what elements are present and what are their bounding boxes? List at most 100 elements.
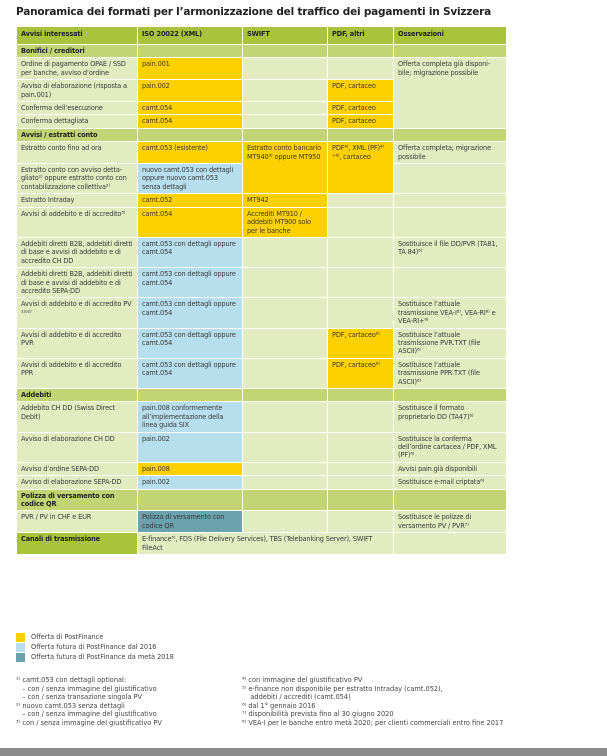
row-label: Conferma dettagliata <box>16 114 138 129</box>
table-cell <box>327 475 394 490</box>
table-cell <box>327 193 394 208</box>
table-cell <box>242 57 328 81</box>
table-row: Conferma dettagliata camt.054 PDF, cartace… <box>16 114 507 129</box>
column-header: Avvisi interessati <box>16 26 138 45</box>
table-cell <box>242 401 328 433</box>
table-row: Addebito CH DD (Swiss Direct Debit) pain.… <box>16 401 507 433</box>
section-row: Polizza di versamento con codice QR <box>16 488 507 512</box>
row-label: Avvisi di addebito e di accredito PPR <box>16 357 138 390</box>
table-cell: Sostituisce l’attuale trasmissione PPR.T… <box>393 357 507 390</box>
table-cell: camt.053 con dettagli oppure camt.054 <box>137 297 243 329</box>
table-row: Avviso di elaborazione CH DD pain.002 Sost… <box>16 431 507 463</box>
table-cell <box>242 461 328 477</box>
footnote: ⁴⁾ con immagine del giustificativo PV <box>242 676 363 684</box>
table-cell: Sostituisce il formato proprietario DD (… <box>393 401 507 433</box>
row-label: Canali di trasmissione <box>16 532 138 556</box>
footnote: ⁸⁾ VEA-I per le banche entro metà 2020; … <box>242 718 504 727</box>
legend-item: Offerta di PostFinance <box>16 632 174 642</box>
table-cell: Polizza di versamento con codice QR <box>137 510 243 534</box>
table-cell: PDF, cartaceo⁶⁾ <box>327 357 394 390</box>
channels-row: Canali di trasmissione E-finance⁵⁾, FDS (… <box>16 532 507 556</box>
footnote: ⁵⁾ e-finance non disponibile per estratt… <box>242 684 443 693</box>
row-label: Avviso di elaborazione CH DD <box>16 431 138 463</box>
table-cell: pain.001 <box>137 57 243 81</box>
formats-table: Avvisi interessati ISO 20022 (XML) SWIFT… <box>16 26 507 556</box>
table-row: Conferma dell’esecuzione camt.054 PDF, car… <box>16 101 507 116</box>
table-cell: pain.008 <box>137 461 243 477</box>
row-label: Estratto conto fino ad ora <box>16 141 138 165</box>
table-cell: camt.053 (esistente) <box>137 141 243 165</box>
table-cell: PDF, cartaceo <box>327 114 394 129</box>
table-cell: pain.008 conformemente all’implementazio… <box>137 401 243 433</box>
row-label: Conferma dell’esecuzione <box>16 101 138 116</box>
table-cell <box>327 488 394 512</box>
table-cell <box>327 57 394 81</box>
table-cell: Avvisi pain già disponibili <box>393 461 507 477</box>
footnote: ¹⁾ camt.053 con dettagli optional: <box>16 676 127 684</box>
column-header: PDF, altri <box>327 26 394 45</box>
legend: Offerta di PostFinance Offerta futura di … <box>16 632 174 662</box>
table-row: Avviso d’ordine SEPA-DD pain.008 Avvisi pa… <box>16 461 507 477</box>
table-row: Addebiti diretti B2B, addebiti diretti d… <box>16 267 507 299</box>
row-label: Avvisi di addebito e di accredito³⁾ <box>16 206 138 238</box>
table-cell: camt.052 <box>137 193 243 208</box>
table-cell <box>242 327 328 359</box>
legend-item: Offerta futura di PostFinance da metà 20… <box>16 652 174 662</box>
table-cell <box>327 461 394 477</box>
legend-label: Offerta di PostFinance <box>31 633 104 641</box>
table-row: Estratto conto con avviso detta-gliato¹⁾… <box>16 163 507 195</box>
table-cell: camt.053 con dettagli oppure camt.054 <box>137 357 243 390</box>
row-label: Avvisi di addebito e di accredito PV ¹⁾ᵒ… <box>16 297 138 329</box>
table-cell: Sostituisce le polizze di versamento PV … <box>393 510 507 534</box>
row-label: Addebiti diretti B2B, addebiti diretti d… <box>16 236 138 269</box>
table-cell <box>393 193 507 208</box>
footnote: ⁶⁾ dal 1° gennaio 2016 <box>242 701 316 710</box>
table-cell <box>393 206 507 238</box>
row-label: Bonifici / creditori <box>16 43 138 59</box>
table-cell <box>327 431 394 463</box>
table-row: Estratto Intraday camt.052 MT942 <box>16 193 507 208</box>
row-label: Avvisi / estratti conto <box>16 127 138 143</box>
table-row: PVR / PV in CHF e EUR Polizza di versamen… <box>16 510 507 534</box>
legend-swatch <box>16 652 25 662</box>
table-cell <box>242 510 328 534</box>
table-cell: PDF⁴⁾, XML (PF)⁴⁾⁺⁶⁾, cartaceo <box>327 141 394 195</box>
table-cell: Accrediti MT910 / addebiti MT900 solo pe… <box>242 206 328 238</box>
table-cell: camt.053 con dettagli oppure camt.054 <box>137 327 243 359</box>
table-row: Estratto conto fino ad ora camt.053 (esis… <box>16 141 507 195</box>
table-cell: PDF, cartaceo <box>327 101 394 116</box>
table-cell <box>242 43 328 59</box>
footnote: ³⁾ con / senza immagine del giustificati… <box>16 718 162 727</box>
table-cell <box>327 206 394 238</box>
table-cell: Sostituisce e-mail criptata⁶⁾ <box>393 475 507 490</box>
table-cell <box>242 387 328 403</box>
table-cell: pain.002 <box>137 475 243 490</box>
page-title: Panoramica dei formati per l’armonizzazi… <box>16 6 491 18</box>
footnote: – con / senza transazione singola PV <box>16 693 142 702</box>
table-cell <box>242 114 328 129</box>
table-cell: Sostituisce il file DD/PVR (TA81, TA 84)… <box>393 236 507 269</box>
footnote: ⁷⁾ disponibilità prevista fino al 30 giu… <box>242 710 394 719</box>
legend-label: Offerta futura di PostFinance dal 2016 <box>31 643 157 651</box>
row-label: Estratto Intraday <box>16 193 138 208</box>
row-label: PVR / PV in CHF e EUR <box>16 510 138 534</box>
table-cell <box>327 387 394 403</box>
table-cell: camt.054 <box>137 206 243 238</box>
legend-swatch <box>16 642 25 652</box>
table-cell: camt.054 <box>137 101 243 116</box>
table-cell <box>327 43 394 59</box>
legend-item: Offerta futura di PostFinance dal 2016 <box>16 642 174 652</box>
table-cell: Offerta completa già disponi-bile; migra… <box>393 57 507 129</box>
footnotes-left: ¹⁾ camt.053 con dettagli optional: – con… <box>16 676 162 728</box>
table-cell <box>327 297 394 329</box>
table-cell <box>327 267 394 299</box>
table-cell <box>393 488 507 512</box>
table-cell: PDF, cartaceo⁶⁾ <box>327 327 394 359</box>
table-row: Avvisi di addebito e di accredito PV ¹⁾ᵒ… <box>16 297 507 329</box>
table-cell <box>393 267 507 299</box>
table-cell <box>327 510 394 534</box>
table-cell: Sostituisce la conferma dell’ordine cart… <box>393 431 507 463</box>
section-row: Avvisi / estratti conto <box>16 127 507 143</box>
row-label: Addebito CH DD (Swiss Direct Debit) <box>16 401 138 433</box>
legend-swatch <box>16 632 25 642</box>
